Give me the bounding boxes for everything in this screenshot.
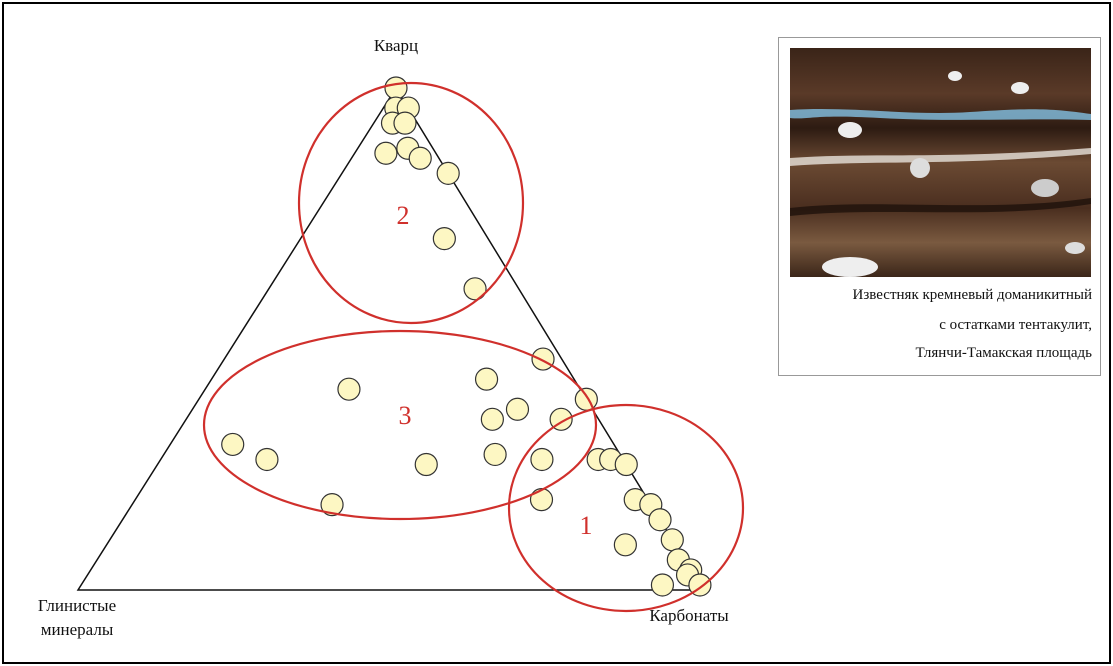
data-point: [463, 277, 487, 301]
caption-line: Известняк кремневый доманикитный: [852, 287, 1092, 303]
photo-texture: [790, 71, 1091, 277]
data-point: [432, 227, 456, 251]
data-point: [660, 528, 684, 552]
data-point: [614, 452, 638, 477]
triangle: [76, 86, 705, 591]
micro-photo: [790, 48, 1091, 277]
group-label: 3: [399, 401, 412, 430]
group-ellipse: [507, 403, 745, 613]
data-point: [474, 367, 499, 391]
data-point: [613, 533, 637, 557]
data-point: [505, 397, 530, 421]
caption-line: Тлянчи-Тамакская площадь: [915, 345, 1092, 361]
data-point: [384, 76, 408, 100]
data-point: [408, 146, 432, 170]
data-point: [648, 508, 672, 532]
data-point: [574, 387, 598, 411]
inset: Известняк кремневый доманикитный с остат…: [778, 37, 1101, 376]
group-ellipse: [202, 329, 598, 521]
group-ellipse: [297, 81, 525, 325]
group-label: 1: [580, 511, 593, 540]
data-point: [530, 447, 554, 472]
data-point: [393, 111, 417, 135]
data-point: [374, 141, 398, 165]
data-point: [436, 161, 460, 185]
data-point: [414, 452, 438, 477]
caption-line: с остатками тентакулит,: [939, 317, 1092, 333]
data-point: [221, 432, 245, 457]
data-point: [255, 447, 279, 472]
group-label: 2: [397, 201, 410, 230]
data-point: [320, 493, 344, 517]
data-point: [337, 377, 361, 401]
data-point: [650, 573, 675, 597]
data-point: [531, 347, 555, 371]
vertex-label: Кварц: [373, 36, 419, 55]
data-point: [529, 488, 554, 512]
data-point: [483, 442, 507, 467]
vertex-label: Карбонаты: [649, 606, 729, 625]
vertex-label: Глинистые минералы: [37, 596, 117, 639]
data-point: [480, 407, 504, 431]
